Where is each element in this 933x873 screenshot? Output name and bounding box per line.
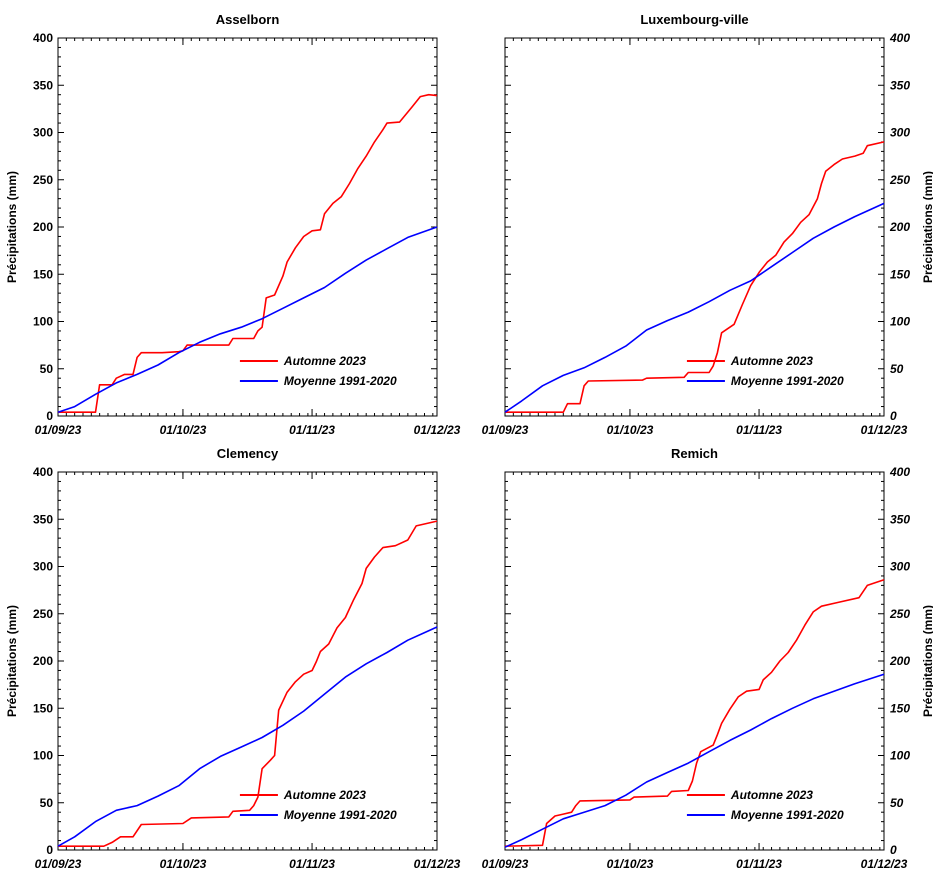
y-tick-label: 150 xyxy=(33,701,53,715)
legend-entry: Moyenne 1991-2020 xyxy=(731,374,844,388)
y-tick-label: 200 xyxy=(889,220,910,234)
y-tick-label: 150 xyxy=(890,701,910,715)
series-line xyxy=(57,226,438,413)
y-tick-label: 350 xyxy=(33,512,53,526)
y-tick-label: 100 xyxy=(33,315,53,329)
plot-frame xyxy=(504,471,885,851)
y-tick-label: 0 xyxy=(46,409,53,423)
y-tick-label: 0 xyxy=(46,843,53,857)
x-tick-label: 01/12/23 xyxy=(414,857,461,871)
series-line xyxy=(58,520,438,847)
y-tick-label: 100 xyxy=(890,315,910,329)
x-tick-label: 01/11/23 xyxy=(289,857,335,871)
y-tick-label: 400 xyxy=(889,31,910,45)
y-axis-label: Précipitations (mm) xyxy=(921,171,933,283)
y-tick-label: 250 xyxy=(33,173,53,187)
x-tick-label: 01/11/23 xyxy=(736,857,782,871)
plot-frame xyxy=(504,37,885,417)
legend-entry: Automne 2023 xyxy=(730,788,813,802)
y-tick-label: 50 xyxy=(890,796,904,810)
y-tick-label: 200 xyxy=(889,654,910,668)
y-tick-label: 300 xyxy=(33,560,53,574)
legend-entry: Moyenne 1991-2020 xyxy=(731,808,844,822)
chart-panel: Asselborn 0 50 100 150 200 250 300 350 400 01/09/2… xyxy=(5,12,461,437)
y-tick-label: 100 xyxy=(890,749,910,763)
y-tick-label: 200 xyxy=(33,220,53,234)
x-tick-label: 01/12/23 xyxy=(414,423,461,437)
y-tick-label: 50 xyxy=(40,362,54,376)
x-tick-label: 01/09/23 xyxy=(35,857,82,871)
legend-entry: Moyenne 1991-2020 xyxy=(284,374,397,388)
y-tick-label: 100 xyxy=(33,749,53,763)
y-tick-label: 250 xyxy=(889,173,910,187)
y-tick-label: 50 xyxy=(890,362,904,376)
y-tick-label: 400 xyxy=(33,465,53,479)
series-line xyxy=(504,578,885,847)
x-tick-label: 01/12/23 xyxy=(861,423,908,437)
series-line xyxy=(504,202,885,413)
x-tick-label: 01/10/23 xyxy=(160,857,207,871)
x-tick-label: 01/12/23 xyxy=(861,857,908,871)
y-tick-label: 0 xyxy=(890,409,897,423)
y-tick-label: 300 xyxy=(33,126,53,140)
plot-frame xyxy=(57,37,438,417)
x-tick-label: 01/09/23 xyxy=(35,423,82,437)
y-tick-label: 250 xyxy=(889,607,910,621)
series-line xyxy=(58,93,438,413)
legend-entry: Automne 2023 xyxy=(283,354,366,368)
y-tick-label: 200 xyxy=(33,654,53,668)
y-axis-label: Précipitations (mm) xyxy=(921,605,933,717)
x-tick-label: 01/10/23 xyxy=(160,423,207,437)
y-axis-label: Précipitations (mm) xyxy=(5,171,19,283)
x-tick-label: 01/10/23 xyxy=(607,857,654,871)
y-tick-label: 300 xyxy=(890,560,910,574)
legend-entry: Automne 2023 xyxy=(283,788,366,802)
y-tick-label: 300 xyxy=(890,126,910,140)
x-tick-label: 01/09/23 xyxy=(482,857,529,871)
y-tick-label: 400 xyxy=(889,465,910,479)
y-tick-label: 250 xyxy=(33,607,53,621)
chart-panel: Luxembourg-ville 0 50 100 150 200 250 300 350 400… xyxy=(482,12,933,437)
chart-panel: Remich 0 50 100 150 200 250 300 350 400 01/09/23 01… xyxy=(482,446,933,871)
x-tick-label: 01/09/23 xyxy=(482,423,529,437)
y-tick-label: 0 xyxy=(890,843,897,857)
chart-title: Remich xyxy=(671,446,718,461)
chart-title: Asselborn xyxy=(216,12,280,27)
x-tick-label: 01/11/23 xyxy=(289,423,335,437)
series-line xyxy=(57,626,438,847)
y-tick-label: 400 xyxy=(33,31,53,45)
y-tick-label: 50 xyxy=(40,796,54,810)
x-tick-label: 01/10/23 xyxy=(607,423,654,437)
series-line xyxy=(505,141,885,413)
plot-frame xyxy=(57,471,438,851)
y-axis-label: Précipitations (mm) xyxy=(5,605,19,717)
chart-panel: Clemency 0 50 100 150 200 250 300 350 400 01/09/23… xyxy=(5,446,461,871)
legend-entry: Moyenne 1991-2020 xyxy=(284,808,397,822)
chart-title: Luxembourg-ville xyxy=(640,12,748,27)
x-tick-label: 01/11/23 xyxy=(736,423,782,437)
y-tick-label: 350 xyxy=(890,512,910,526)
y-tick-label: 350 xyxy=(890,78,910,92)
y-tick-label: 350 xyxy=(33,78,53,92)
y-tick-label: 150 xyxy=(33,267,53,281)
series-line xyxy=(504,673,885,848)
chart-title: Clemency xyxy=(217,446,279,461)
y-tick-label: 150 xyxy=(890,267,910,281)
legend-entry: Automne 2023 xyxy=(730,354,813,368)
